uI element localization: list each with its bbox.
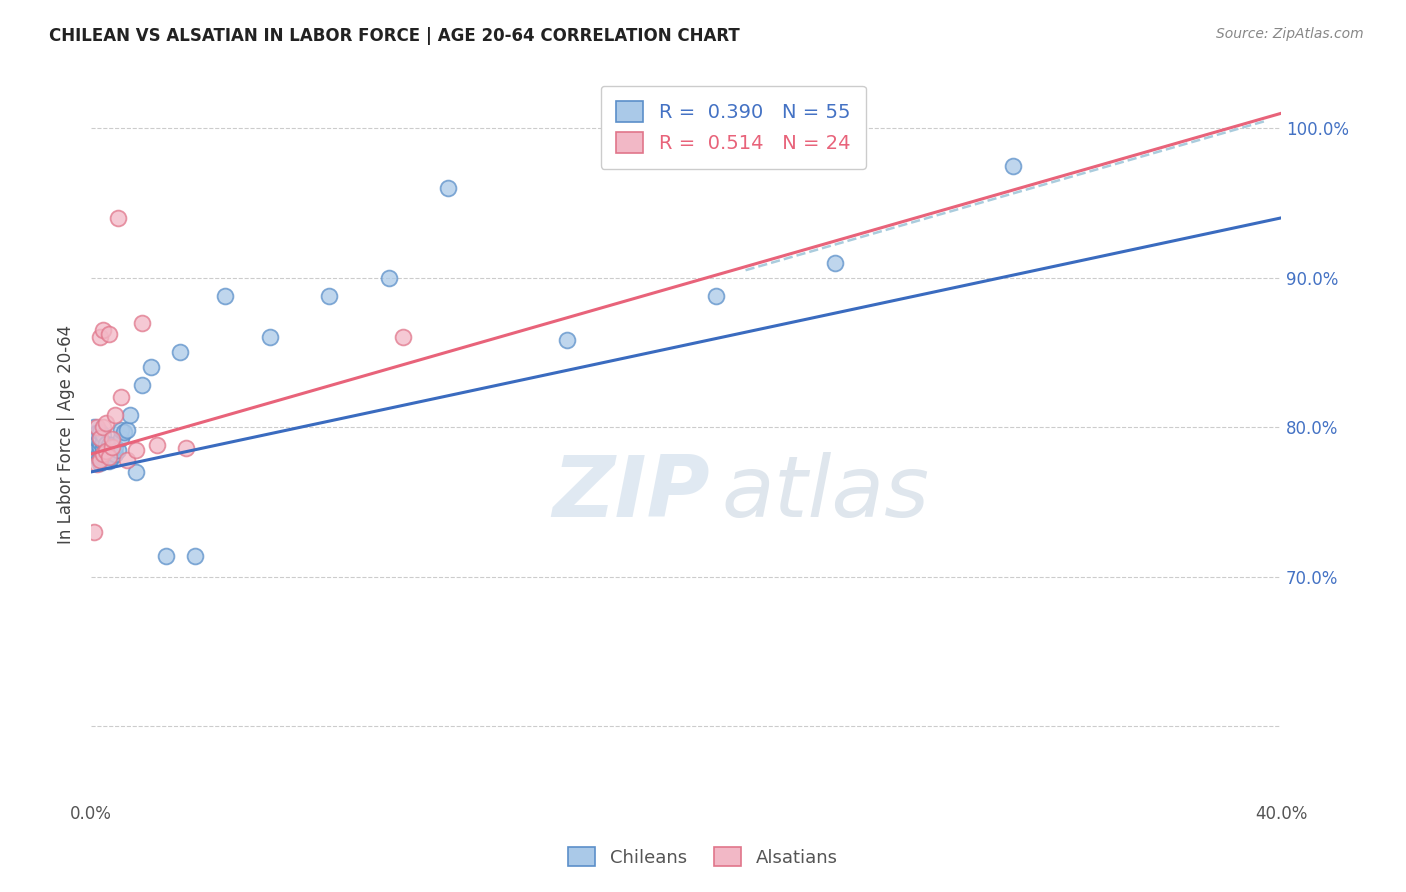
Point — [89, 425, 111, 439]
Point — [377, 270, 399, 285]
Point — [89, 453, 111, 467]
Point — [104, 440, 127, 454]
Point — [94, 449, 117, 463]
Point — [83, 435, 105, 450]
Point — [104, 447, 127, 461]
Point — [83, 431, 105, 445]
Point — [86, 440, 108, 454]
Point — [83, 420, 105, 434]
Point — [89, 440, 111, 454]
Point — [437, 181, 460, 195]
Point — [101, 432, 124, 446]
Point — [176, 441, 198, 455]
Point — [125, 465, 148, 479]
Point — [89, 330, 111, 344]
Point — [91, 445, 114, 459]
Point — [318, 288, 340, 302]
Point — [91, 441, 114, 455]
Legend: Chileans, Alsatians: Chileans, Alsatians — [561, 840, 845, 874]
Point — [89, 431, 111, 445]
Point — [94, 444, 117, 458]
Point — [83, 426, 105, 441]
Point — [89, 444, 111, 458]
Point — [91, 447, 114, 461]
Point — [89, 450, 111, 464]
Point — [94, 416, 117, 430]
Point — [98, 450, 121, 464]
Point — [214, 288, 236, 302]
Text: Source: ZipAtlas.com: Source: ZipAtlas.com — [1216, 27, 1364, 41]
Point — [259, 330, 281, 344]
Point — [86, 426, 108, 441]
Point — [118, 408, 141, 422]
Point — [98, 454, 121, 468]
Point — [86, 432, 108, 446]
Point — [101, 440, 124, 454]
Text: atlas: atlas — [721, 451, 929, 534]
Point — [107, 442, 129, 457]
Point — [131, 378, 153, 392]
Point — [184, 549, 207, 563]
Point — [86, 458, 108, 472]
Point — [115, 453, 138, 467]
Point — [139, 360, 162, 375]
Point — [98, 327, 121, 342]
Point — [131, 316, 153, 330]
Point — [89, 431, 111, 445]
Point — [91, 323, 114, 337]
Point — [555, 334, 578, 348]
Point — [125, 442, 148, 457]
Point — [101, 450, 124, 464]
Point — [101, 438, 124, 452]
Point — [86, 420, 108, 434]
Point — [107, 211, 129, 225]
Point — [101, 444, 124, 458]
Point — [392, 330, 415, 344]
Point — [83, 442, 105, 457]
Point — [89, 435, 111, 450]
Legend: R =  0.390   N = 55, R =  0.514   N = 24: R = 0.390 N = 55, R = 0.514 N = 24 — [600, 86, 866, 169]
Point — [155, 549, 177, 563]
Point — [110, 431, 132, 445]
Text: ZIP: ZIP — [553, 451, 710, 534]
Point — [704, 288, 727, 302]
Point — [112, 425, 135, 439]
Point — [91, 427, 114, 442]
Point — [145, 438, 167, 452]
Point — [94, 442, 117, 457]
Point — [86, 450, 108, 464]
Text: CHILEAN VS ALSATIAN IN LABOR FORCE | AGE 20-64 CORRELATION CHART: CHILEAN VS ALSATIAN IN LABOR FORCE | AGE… — [49, 27, 740, 45]
Point — [91, 420, 114, 434]
Point — [98, 438, 121, 452]
Point — [110, 390, 132, 404]
Point — [94, 436, 117, 450]
Y-axis label: In Labor Force | Age 20-64: In Labor Force | Age 20-64 — [58, 325, 75, 544]
Point — [89, 456, 111, 470]
Point — [115, 423, 138, 437]
Point — [98, 447, 121, 461]
Point — [824, 256, 846, 270]
Point — [169, 345, 191, 359]
Point — [91, 451, 114, 466]
Point — [104, 408, 127, 422]
Point — [86, 445, 108, 459]
Point — [110, 423, 132, 437]
Point — [1002, 159, 1025, 173]
Point — [83, 524, 105, 539]
Point — [94, 453, 117, 467]
Point — [91, 435, 114, 450]
